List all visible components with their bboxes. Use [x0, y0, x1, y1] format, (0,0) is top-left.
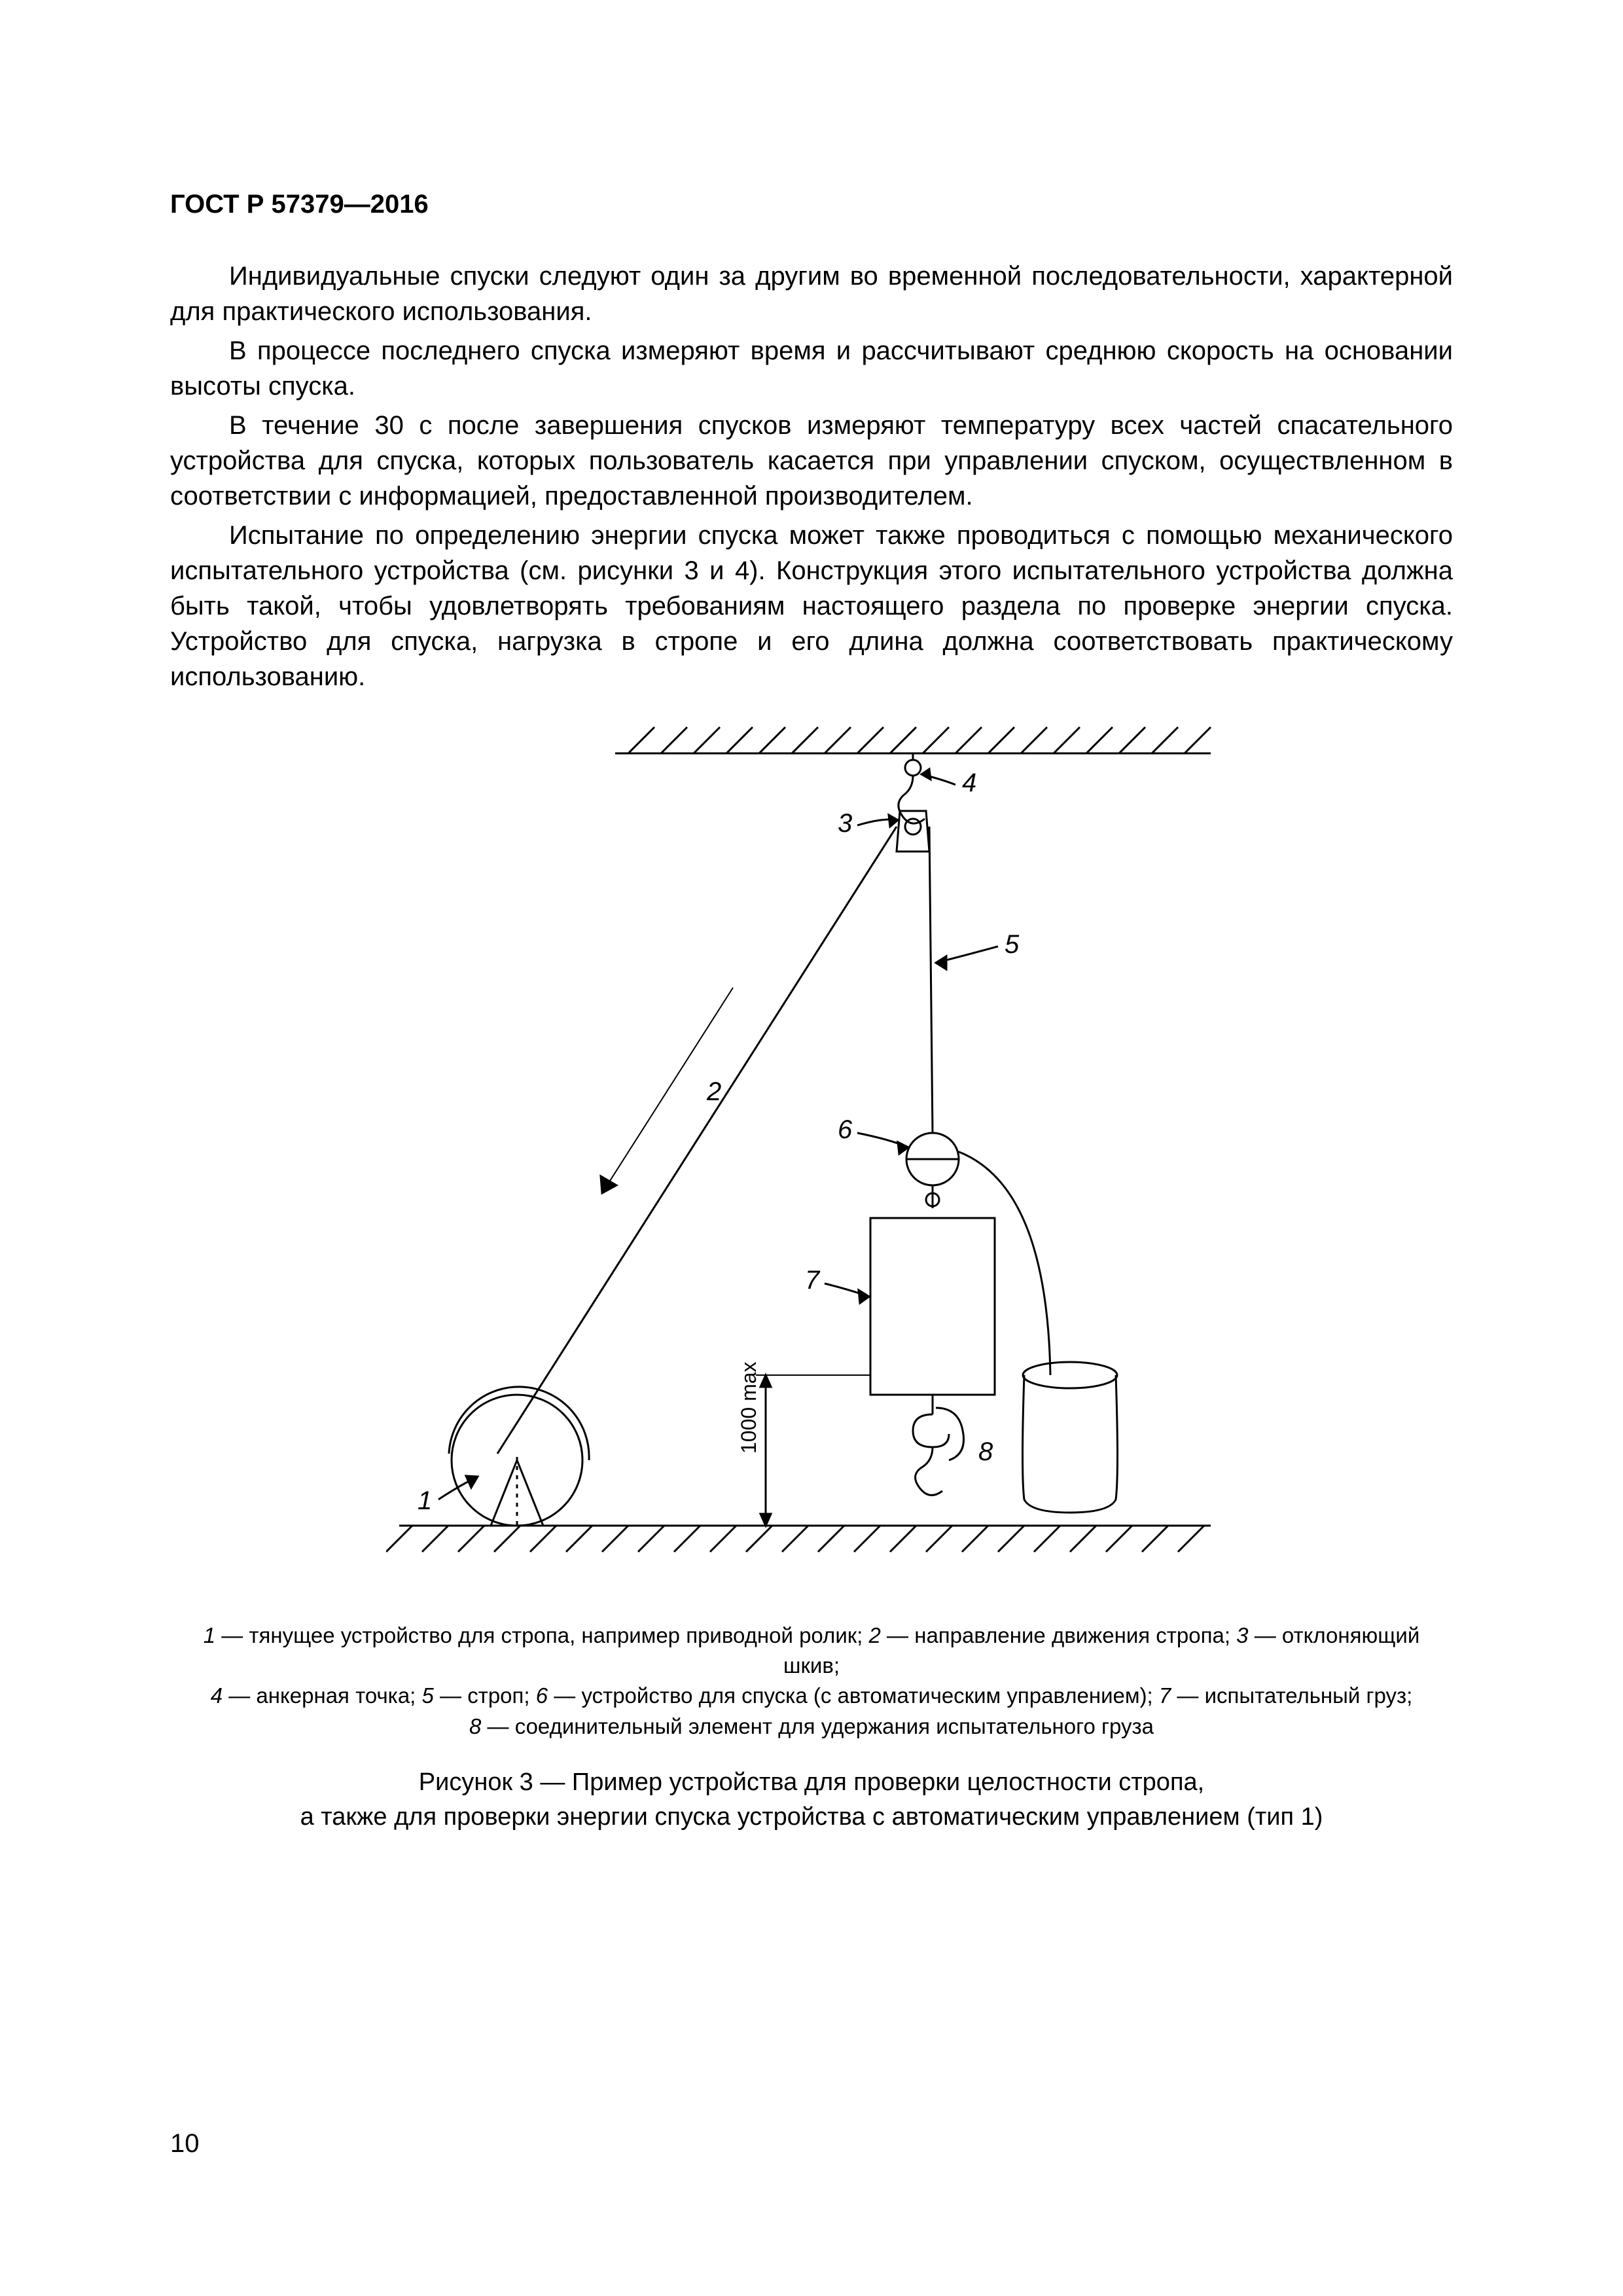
leg-6t: — устройство для спуска (с автоматически… [548, 1683, 1159, 1708]
figure-3: 4 3 5 [170, 714, 1453, 1601]
caption-line-2: а также для проверки энергии спуска устр… [300, 1803, 1323, 1831]
callout-8: 8 [978, 1437, 993, 1466]
callout-4: 4 [962, 768, 976, 797]
caption-line-1: Рисунок 3 — Пример устройства для провер… [419, 1768, 1204, 1796]
leg-5n: 5 [422, 1683, 434, 1708]
callout-5: 5 [1005, 930, 1020, 959]
callout-7: 7 [805, 1266, 821, 1295]
leg-6n: 6 [536, 1683, 548, 1708]
figure-caption: Рисунок 3 — Пример устройства для провер… [170, 1765, 1453, 1835]
leg-7n: 7 [1159, 1683, 1171, 1708]
leg-2t: — направление движения стропа; [881, 1623, 1236, 1647]
page: ГОСТ Р 57379—2016 Индивидуальные спуски … [0, 0, 1623, 2296]
figure-svg: 4 3 5 [386, 714, 1237, 1598]
dim-label: 1000 max [737, 1361, 760, 1454]
callout-2: 2 [706, 1077, 721, 1106]
page-number: 10 [170, 2129, 200, 2159]
leg-8t: — соединительный элемент для удержания и… [481, 1714, 1154, 1738]
leg-2n: 2 [869, 1623, 881, 1647]
leg-4n: 4 [211, 1683, 223, 1708]
paragraph-2: В процессе последнего спуска измеряют вр… [170, 333, 1453, 404]
paragraph-1: Индивидуальные спуски следуют один за др… [170, 259, 1453, 329]
paragraph-3: В течение 30 с после завершения спусков … [170, 408, 1453, 514]
leg-3n: 3 [1236, 1623, 1248, 1647]
leg-1t: — тянущее устройство для стропа, наприме… [215, 1623, 868, 1647]
leg-1n: 1 [204, 1623, 215, 1647]
callout-6: 6 [838, 1115, 853, 1144]
callout-3: 3 [838, 809, 852, 838]
figure-legend: 1 — тянущее устройство для стропа, напри… [196, 1621, 1427, 1742]
leg-5t: — строп; [434, 1683, 536, 1708]
leg-4t: — анкерная точка; [223, 1683, 421, 1708]
doc-header: ГОСТ Р 57379—2016 [170, 190, 1453, 219]
paragraph-4: Испытание по определению энергии спуска … [170, 518, 1453, 694]
leg-8n: 8 [469, 1714, 481, 1738]
callout-1: 1 [418, 1486, 432, 1515]
body-text: Индивидуальные спуски следуют один за др… [170, 259, 1453, 694]
leg-7t: — испытательный груз; [1171, 1683, 1412, 1708]
